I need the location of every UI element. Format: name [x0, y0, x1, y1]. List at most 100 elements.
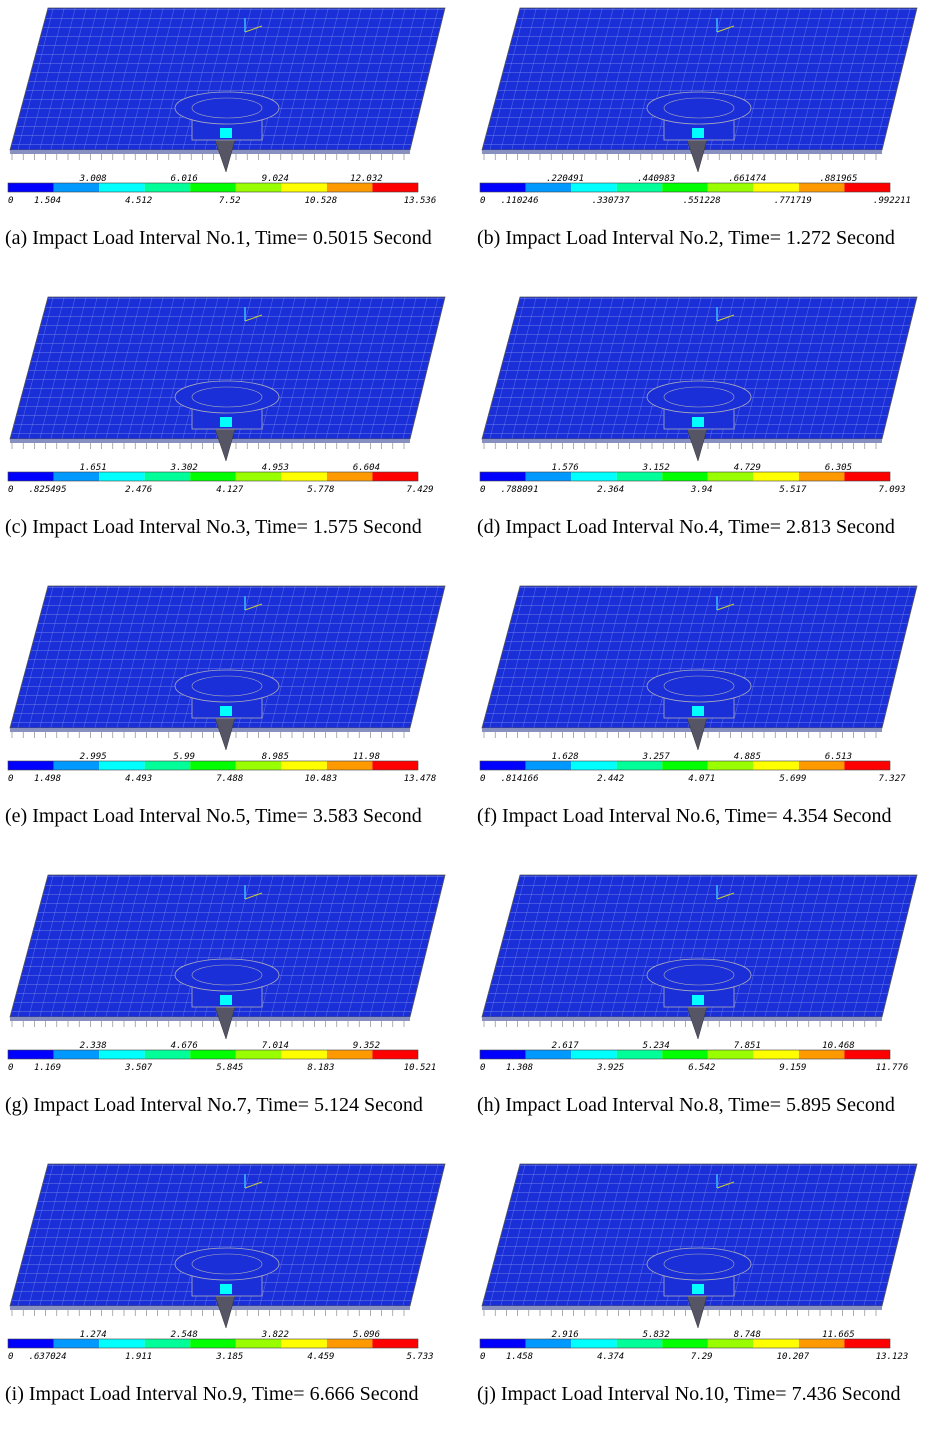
legend-swatch [480, 183, 526, 192]
legend-tick-label: 6.016 [171, 174, 198, 184]
legend-swatch [707, 1339, 754, 1348]
legend-tick-label: 6.305 [825, 463, 852, 473]
plate-edge [10, 728, 410, 732]
legend-tick-label: 4.885 [734, 752, 761, 762]
legend-tick-label: 4.493 [125, 774, 152, 783]
legend-tick-label: 2.338 [80, 1041, 107, 1051]
cylinder-ring [663, 386, 735, 408]
legend-tick-label: 1.498 [34, 774, 61, 783]
legend-frame [479, 1049, 891, 1060]
legend-frame [479, 182, 891, 193]
triad [716, 892, 735, 900]
hotspot [220, 706, 232, 716]
legend-swatch [144, 761, 191, 770]
legend-tick-label: 6.542 [688, 1063, 715, 1072]
legend-swatch [571, 183, 617, 192]
legend-swatch [144, 1050, 191, 1059]
legend-tick-label: 3.302 [170, 463, 198, 473]
legend-tick-label: 2.548 [171, 1330, 198, 1340]
legend-swatch [662, 183, 708, 192]
legend-swatch [235, 1339, 282, 1348]
caption: (d) Impact Load Interval No.4, Time= 2.8… [477, 510, 929, 544]
legend-tick-label: 3.507 [124, 1063, 153, 1072]
caption-text: Impact Load Interval No.9, Time= 6.666 S… [28, 1383, 419, 1405]
legend-tick-label: 1.911 [125, 1352, 152, 1361]
caption: (i) Impact Load Interval No.9, Time= 6.6… [5, 1377, 457, 1411]
legend-swatch [99, 761, 145, 770]
legend-tick-label: 0 [8, 485, 13, 494]
fea-panel: 0 1.169 2.338 3.507 4.676 5.845 7.014 8.183 9.35… [7, 874, 446, 1072]
legend-swatch [326, 183, 373, 192]
legend-tick-label: 7.29 [691, 1352, 713, 1361]
legend-tick-label: 11.776 [876, 1063, 909, 1072]
legend-tick-label: 13.536 [404, 196, 437, 205]
legend-frame [7, 760, 419, 771]
legend-tick-label: .440983 [637, 174, 675, 184]
legend-tick-label: 3.822 [261, 1330, 289, 1340]
legend-tick-label: 0 [8, 196, 13, 205]
legend-swatch [326, 1050, 373, 1059]
legend-tick-label: 8.985 [262, 752, 289, 762]
cylinder-ring [191, 386, 263, 408]
caption-label: (e) [5, 805, 28, 827]
legend-frame [479, 760, 891, 771]
caption-text: Impact Load Interval No.4, Time= 2.813 S… [505, 516, 895, 538]
cylinder-top [174, 380, 280, 414]
legend-swatch [8, 1050, 54, 1059]
legend-tick-label: 3.008 [79, 174, 107, 184]
legend-swatch [525, 1050, 572, 1059]
cylinder-top [646, 1247, 752, 1281]
hotspot [220, 1284, 232, 1294]
plate-edge [10, 439, 410, 443]
legend-tick-label: 5.99 [173, 752, 195, 762]
cylinder-ring [663, 964, 735, 986]
legend-tick-label: 0 [480, 1352, 485, 1361]
legend-swatch [144, 183, 191, 192]
cylinder-ring [663, 97, 735, 119]
legend-swatch [53, 1050, 100, 1059]
legend-swatch [662, 1339, 708, 1348]
legend-tick-label: .637024 [29, 1352, 67, 1361]
legend-swatch [753, 1339, 799, 1348]
legend-tick-label: 7.488 [216, 774, 243, 783]
legend-tick-label: 11.98 [353, 752, 380, 762]
legend-tick-label: .110246 [501, 196, 539, 205]
legend-swatch [235, 472, 282, 481]
caption: (f) Impact Load Interval No.6, Time= 4.3… [477, 799, 929, 833]
legend-tick-label: 4.071 [688, 774, 715, 783]
plate-edge [10, 1306, 410, 1310]
hotspot [692, 706, 704, 716]
legend-swatch [8, 761, 54, 770]
legend-swatch [707, 1050, 754, 1059]
legend-frame [7, 1049, 419, 1060]
legend-tick-label: 7.52 [219, 196, 241, 205]
legend-swatch [53, 472, 100, 481]
caption-label: (g) [5, 1094, 29, 1116]
legend-tick-label: 5.832 [643, 1330, 670, 1340]
legend-swatch [235, 183, 282, 192]
legend-swatch [8, 1339, 54, 1348]
plate-edge [482, 150, 882, 154]
legend-swatch [844, 1339, 890, 1348]
legend-tick-label: 8.183 [307, 1063, 334, 1072]
cylinder-top [646, 91, 752, 125]
triad [716, 1181, 735, 1189]
caption-text: Impact Load Interval No.5, Time= 3.583 S… [32, 805, 422, 827]
legend-tick-label: 5.845 [216, 1063, 243, 1072]
cylinder-ring [191, 97, 263, 119]
legend-tick-label: 10.468 [822, 1041, 855, 1051]
caption-label: (d) [477, 516, 501, 538]
legend-tick-label: 4.374 [597, 1352, 624, 1361]
legend-tick-label: 1.308 [506, 1063, 533, 1072]
legend-tick-label: 9.024 [262, 174, 289, 184]
legend-tick-label: 2.442 [597, 774, 624, 783]
legend-swatch [99, 472, 145, 481]
caption-label: (i) [5, 1383, 24, 1405]
legend-swatch [571, 761, 617, 770]
legend-swatch [616, 183, 663, 192]
caption: (c) Impact Load Interval No.3, Time= 1.5… [5, 510, 457, 544]
triad [244, 603, 263, 611]
legend-swatch [707, 183, 754, 192]
legend-swatch [235, 1050, 282, 1059]
